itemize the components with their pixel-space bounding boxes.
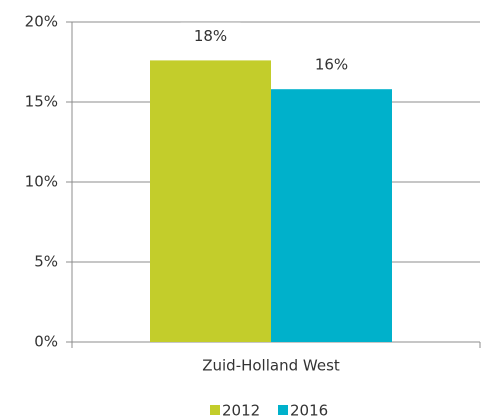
y-tick-label: 5% [34, 253, 58, 271]
data-label: 18% [194, 27, 227, 45]
y-tick-label: 0% [34, 333, 58, 351]
y-tick-label: 10% [25, 173, 58, 191]
legend-label: 2012 [222, 402, 260, 420]
y-tick-label: 20% [25, 13, 58, 31]
legend-label: 2016 [290, 402, 328, 420]
legend-swatch [278, 405, 288, 415]
bar [271, 89, 392, 342]
y-tick-label: 15% [25, 93, 58, 111]
x-tick-label: Zuid-Holland West [202, 357, 340, 375]
label-background [180, 22, 241, 47]
data-label: 16% [315, 56, 348, 74]
label-background [301, 51, 362, 76]
legend-swatch [210, 405, 220, 415]
bar [150, 60, 271, 343]
